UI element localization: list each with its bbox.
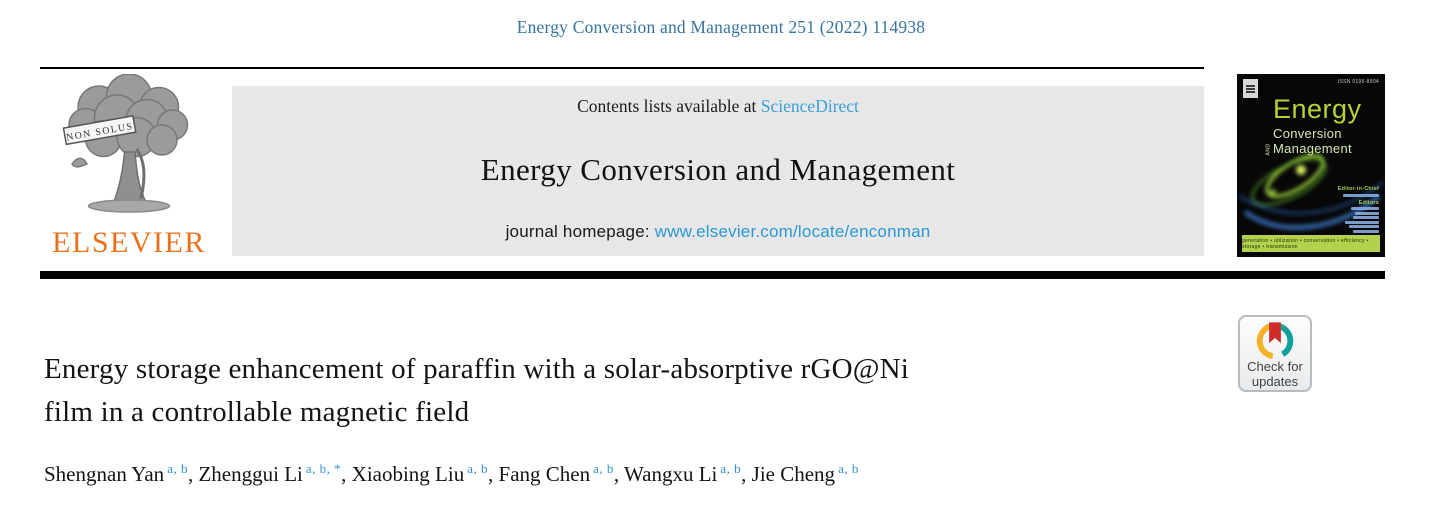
editor-name-line bbox=[1355, 211, 1379, 215]
editors-label: Editors bbox=[1358, 199, 1379, 206]
contents-line: Contents lists available at ScienceDirec… bbox=[232, 96, 1204, 117]
cover-footer-tags: generation • utilization • conservation … bbox=[1242, 237, 1369, 250]
cover-title-conversion: Conversion bbox=[1273, 126, 1342, 141]
homepage-prefix: journal homepage: bbox=[505, 222, 655, 241]
editor-name-line bbox=[1343, 193, 1379, 197]
journal-title: Energy Conversion and Management bbox=[480, 151, 956, 187]
article-title-line2: film in a controllable magnetic field bbox=[44, 396, 470, 428]
author-name[interactable]: Shengnan Yan bbox=[44, 462, 165, 486]
editor-name-line bbox=[1351, 207, 1379, 210]
author-name[interactable]: Wangxu Li bbox=[624, 462, 718, 486]
author-affiliation-sup: a, b bbox=[838, 461, 859, 476]
editor-name-line bbox=[1349, 225, 1379, 228]
author-affiliation-sup: a, b, * bbox=[305, 461, 342, 476]
author-affiliation-sup: a, b bbox=[720, 461, 742, 476]
editor-name-line bbox=[1345, 220, 1379, 224]
cover-swirl-graphic bbox=[1238, 154, 1384, 231]
editor-in-chief-label: Editor-in-Chief bbox=[1337, 186, 1379, 192]
author-separator: , bbox=[741, 462, 752, 486]
author-name[interactable]: Jie Cheng bbox=[751, 462, 836, 486]
cover-title: Energy Conversion AND Management bbox=[1266, 94, 1362, 156]
elsevier-logo[interactable]: NON SOLUS ELSEVIER bbox=[40, 74, 218, 262]
author-affiliation-sup: a, b bbox=[167, 461, 188, 476]
cover-issn: ISSN 0196-8904 bbox=[1337, 79, 1379, 85]
cover-title-energy: Energy bbox=[1273, 94, 1362, 124]
sciencedirect-link[interactable]: ScienceDirect bbox=[760, 96, 859, 116]
elsevier-tree-icon: NON SOLUS bbox=[62, 74, 189, 213]
elsevier-wordmark: ELSEVIER bbox=[52, 226, 206, 259]
author-affiliation-sup: a, b bbox=[593, 461, 614, 476]
article-title: Energy storage enhancement of paraffin w… bbox=[44, 348, 909, 434]
author-name[interactable]: Xiaobing Liu bbox=[351, 462, 465, 486]
crossmark-icon bbox=[1256, 322, 1294, 359]
journal-masthead: Contents lists available at ScienceDirec… bbox=[232, 86, 1204, 256]
author-name[interactable]: Zhenggui Li bbox=[198, 462, 303, 486]
homepage-link[interactable]: www.elsevier.com/locate/enconman bbox=[654, 222, 931, 241]
author-separator: , bbox=[613, 462, 624, 486]
badge-label-line2: updates bbox=[1251, 374, 1299, 389]
check-for-updates-badge[interactable]: Check for updates bbox=[1238, 315, 1312, 392]
cover-editors-block: Editor-in-Chief Editors bbox=[1338, 186, 1379, 234]
author-separator: , bbox=[488, 462, 499, 486]
citation-line: Energy Conversion and Management 251 (20… bbox=[516, 17, 926, 37]
contents-prefix: Contents lists available at bbox=[577, 96, 761, 116]
editor-name-line bbox=[1353, 229, 1379, 233]
author-separator: , bbox=[187, 462, 199, 486]
author-list: Shengnan Yan a, b, Zhenggui Li a, b, *, Xi… bbox=[44, 461, 859, 487]
cover-title-management: Management bbox=[1273, 141, 1352, 156]
article-title-line1: Energy storage enhancement of paraffin w… bbox=[44, 353, 910, 385]
author-affiliation-sup: a, b bbox=[467, 461, 489, 476]
cover-footer-bar: generation • utilization • conservation … bbox=[1242, 235, 1380, 252]
badge-label-line1: Check for bbox=[1247, 359, 1303, 374]
journal-cover-thumbnail[interactable]: ISSN 0196-8904 Energy Conversion AND Man… bbox=[1237, 74, 1385, 257]
divider-rule bbox=[40, 271, 1385, 279]
cover-elsevier-mark-icon bbox=[1243, 79, 1258, 98]
top-rule bbox=[40, 67, 1204, 69]
author-separator: , bbox=[341, 462, 352, 486]
editor-name-line bbox=[1353, 216, 1379, 219]
homepage-line: journal homepage: www.elsevier.com/locat… bbox=[232, 222, 1204, 242]
author-name[interactable]: Fang Chen bbox=[498, 462, 591, 486]
